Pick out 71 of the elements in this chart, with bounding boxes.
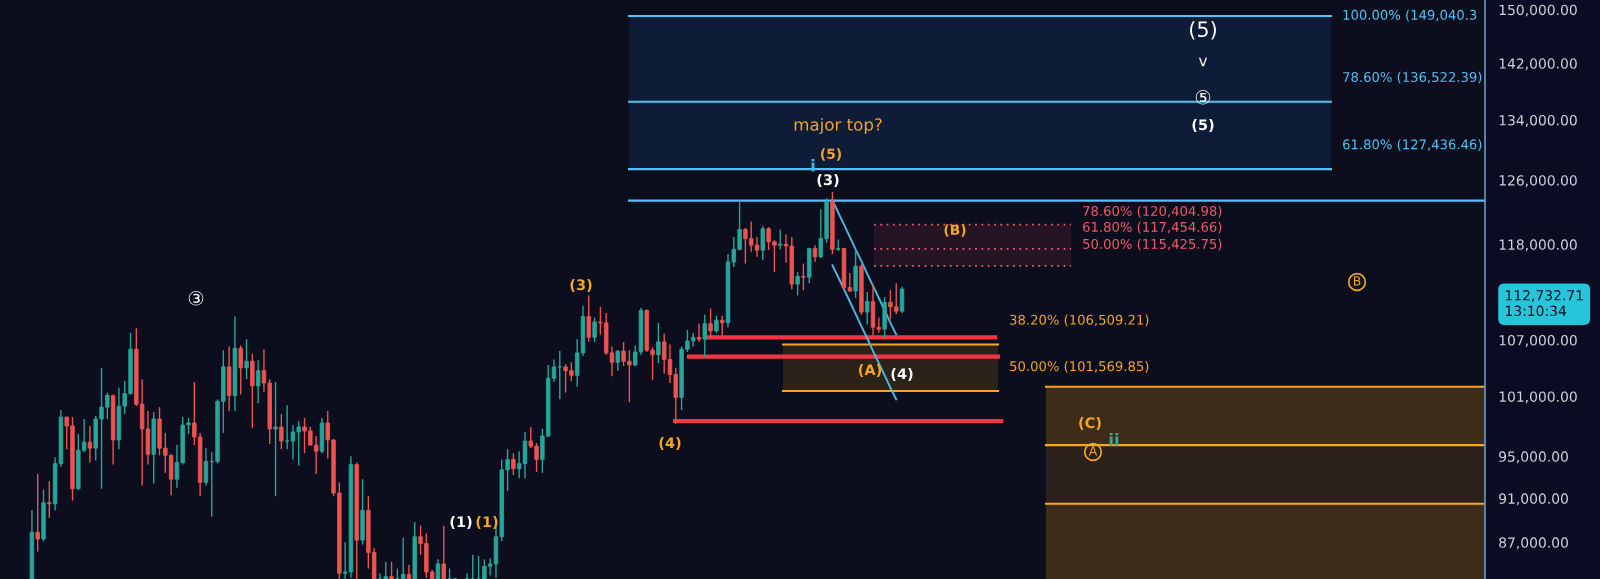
candlestick [865, 291, 870, 326]
candlestick [35, 473, 40, 553]
candlestick [470, 554, 475, 579]
candlestick [441, 524, 446, 579]
candlestick [244, 338, 249, 380]
annotation: (C) [1079, 416, 1101, 430]
candlestick [511, 452, 516, 476]
candlestick [255, 359, 261, 404]
candlestick [47, 480, 52, 519]
candlestick [696, 323, 702, 343]
ref-line-label: 61.80% (127,436.46) [1343, 139, 1482, 151]
y-tick-label: 142,000.00 [1499, 58, 1577, 71]
annotation: (4) [659, 436, 681, 450]
ref-line-label: 100.00% (149,040.3 [1343, 9, 1477, 22]
y-tick-label: 95,000.00 [1499, 451, 1568, 464]
candlestick [435, 558, 441, 579]
annotation: i [811, 158, 815, 172]
annotation: (5) [1192, 118, 1214, 132]
candlestick [801, 262, 806, 291]
annotation: v [1198, 57, 1208, 67]
annotation: (4) [891, 367, 913, 381]
annotation: (5) [821, 148, 841, 161]
candlestick [476, 555, 481, 579]
annotation: ③ [188, 291, 204, 306]
candlestick [273, 381, 278, 497]
ref-line-label: 50.00% (115,425.75) [1083, 238, 1222, 251]
candlestick [777, 228, 783, 251]
annotation: (1) [450, 515, 472, 529]
candlestick [87, 425, 93, 464]
annotation: (1) [476, 515, 498, 529]
candlestick [592, 316, 597, 343]
annotation: (B) [944, 224, 966, 237]
text: 112,732.71 13:10:34 [1505, 290, 1583, 317]
candlestick [464, 572, 470, 579]
annotation: major top? [794, 117, 882, 135]
candlestick [795, 271, 800, 297]
ref-line-label: 50.00% (101,569.85) [1010, 360, 1149, 373]
y-tick-label: 101,000.00 [1499, 391, 1577, 404]
y-tick-label: 118,000.00 [1499, 239, 1577, 252]
candlestick [238, 344, 243, 396]
candlestick [702, 314, 708, 359]
annotation: (5) [1190, 20, 1216, 40]
candlestick [400, 537, 406, 579]
annotation: B [1353, 276, 1361, 286]
candlestick [708, 307, 713, 338]
candlestick [899, 285, 905, 314]
annotation: (3) [570, 278, 592, 292]
line-series [831, 198, 898, 336]
ref-line-label: 61.80% (117,454.66) [1083, 221, 1222, 234]
ref-line-label: 78.60% (120,404.98) [1083, 205, 1222, 218]
annotation: A [1088, 446, 1098, 456]
annotation: (3) [817, 173, 839, 187]
y-tick-label: 134,000.00 [1499, 114, 1577, 127]
annotation: ii [1109, 432, 1119, 446]
y-tick-label: 107,000.00 [1499, 335, 1577, 347]
candlestick [586, 294, 591, 343]
annotation: (A) [858, 363, 882, 377]
y-tick-label: 91,000.00 [1499, 493, 1568, 506]
y-tick-label: 126,000.00 [1499, 175, 1577, 188]
ref-line-label: 38.20% (106,509.21) [1010, 314, 1149, 327]
candlestick [406, 564, 412, 579]
candlestick [760, 225, 766, 261]
candlestick [557, 350, 562, 401]
y-tick-label: 87,000.00 [1499, 537, 1568, 550]
candlestick [656, 322, 661, 364]
candlestick [203, 447, 209, 487]
candlestick [615, 349, 620, 372]
candlestick [279, 413, 284, 450]
ref-line-label: 78.60% (136,522.39) [1343, 71, 1482, 84]
y-tick-label: 150,000.00 [1499, 4, 1577, 17]
candlestick [719, 314, 725, 337]
